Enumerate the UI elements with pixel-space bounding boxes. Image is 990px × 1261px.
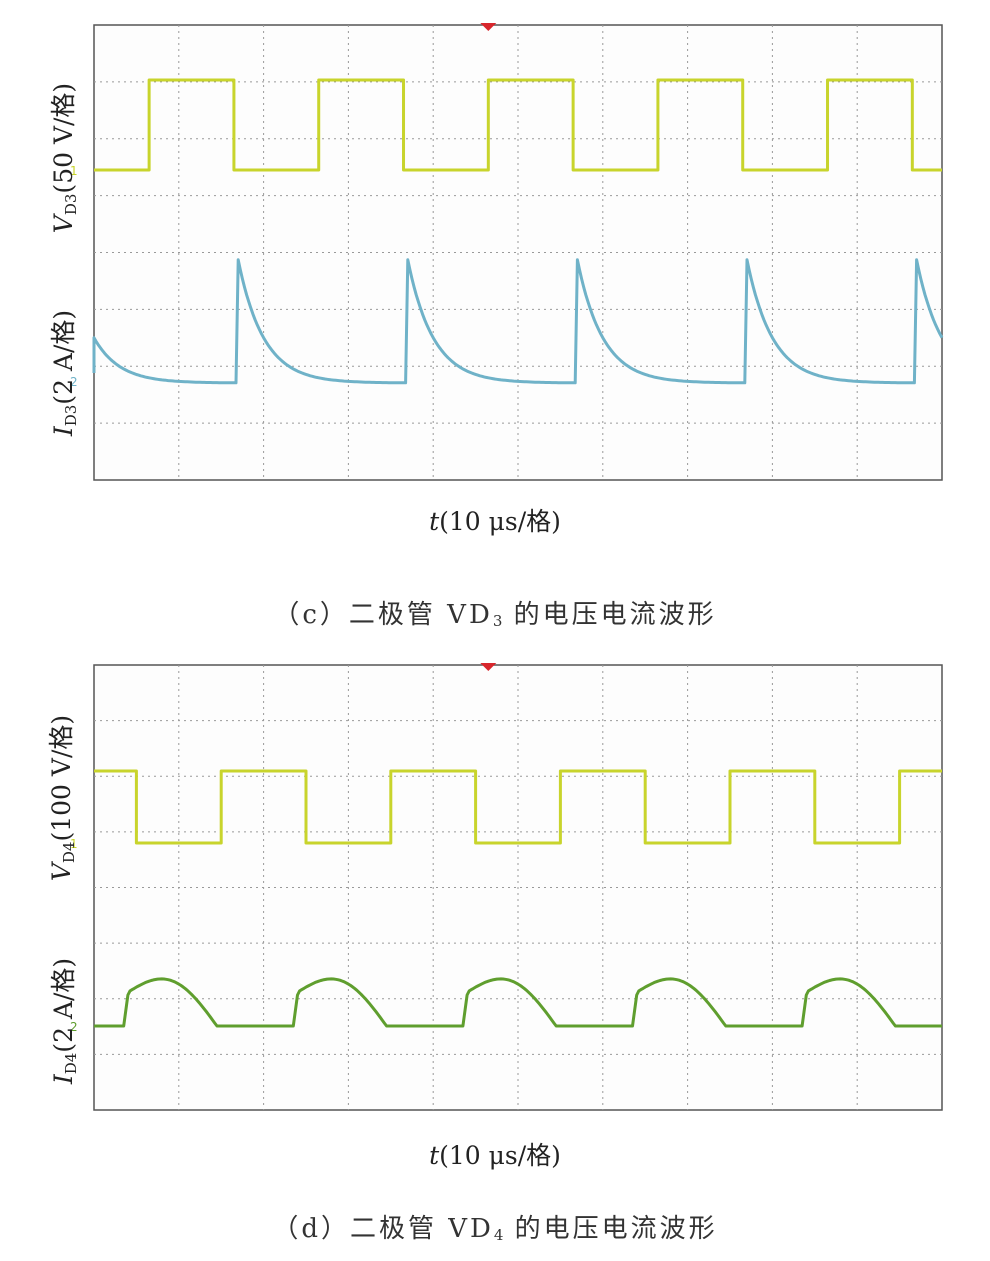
trace-i-d4: [94, 977, 942, 1028]
caption-vd3: （c）二极管 VD3 的电压电流波形: [273, 600, 717, 630]
oscilloscope-screen-vd4: 12: [70, 663, 943, 1111]
y-label-current-vd3: ID3(2 A/格): [49, 309, 80, 437]
trigger-marker-icon: [480, 23, 497, 31]
oscilloscope-screen-vd3: 12: [70, 23, 944, 481]
x-label-time-vd3: t(10 μs/格): [429, 507, 561, 536]
x-label-time-vd4: t(10 μs/格): [429, 1141, 561, 1170]
channel-marker-1: 1: [70, 837, 78, 851]
trigger-marker-icon: [480, 663, 497, 671]
trace-v-d3: [94, 78, 942, 172]
y-label-current-vd4: ID4(2 A/格): [49, 957, 80, 1085]
channel-marker-1: 1: [70, 164, 78, 178]
trace-v-d4: [94, 769, 942, 845]
y-label-voltage-vd4: VD4(100 V/格): [47, 714, 78, 882]
y-label-voltage-vd3: VD3(50 V/格): [49, 82, 80, 234]
channel-marker-2: 2: [70, 1020, 78, 1034]
caption-vd4: （d）二极管 VD4 的电压电流波形: [272, 1214, 718, 1244]
trace-i-d3: [92, 258, 944, 385]
channel-marker-2: 2: [70, 375, 78, 389]
